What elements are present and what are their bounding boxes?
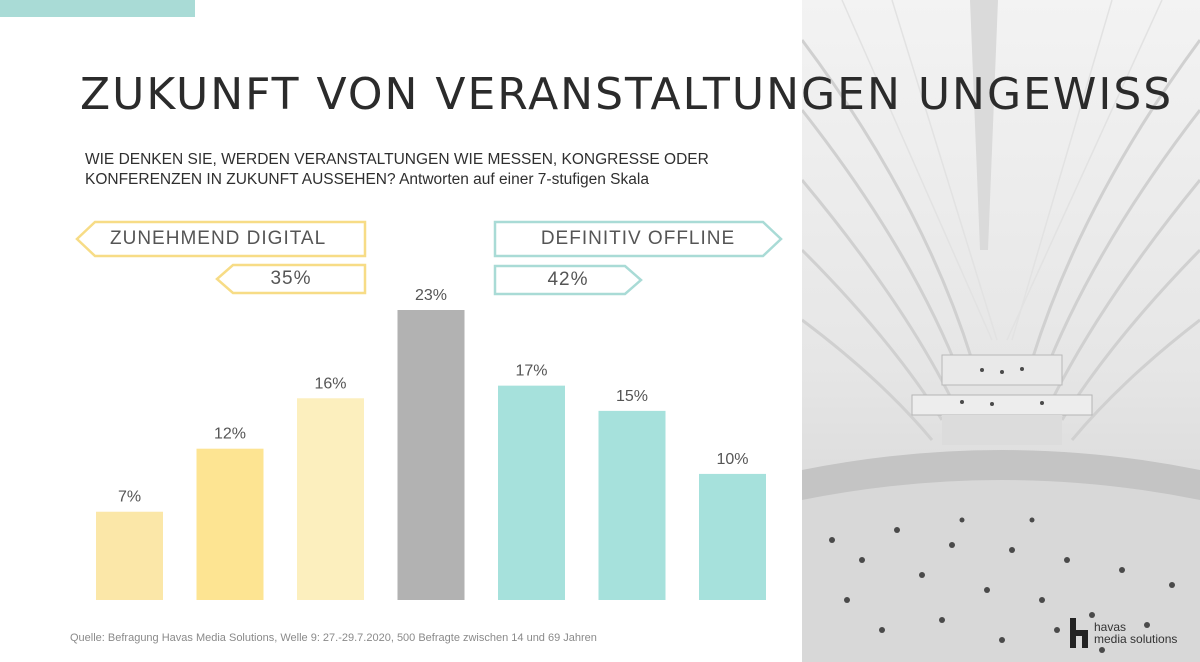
bar-7 <box>699 473 766 600</box>
bar-4 <box>397 310 465 600</box>
bar-label-1: 7% <box>118 489 141 506</box>
offline-total-text: 42% <box>547 269 589 290</box>
bar-3 <box>297 398 364 600</box>
logo-line-2: media solutions <box>1094 632 1178 646</box>
digital-label-text: ZUNEHMEND DIGITAL <box>110 228 327 249</box>
bar-chart: 7% 12% 16% 23% 17% 15% 10% <box>60 270 780 610</box>
offline-total-tag: 42% <box>493 264 643 296</box>
question-suffix: Antworten auf einer 7-stufigen Skala <box>399 171 649 188</box>
bar-5 <box>498 385 565 600</box>
bar-6 <box>598 410 666 600</box>
bar-label-5: 17% <box>515 363 547 380</box>
offline-label-text: DEFINITIV OFFLINE <box>540 228 736 249</box>
accent-bar <box>0 0 195 17</box>
right-arrow-tag-outline <box>493 220 783 258</box>
left-arrow-tag-outline <box>75 220 367 258</box>
digital-total-tag: 35% <box>215 263 367 295</box>
survey-question: WIE DENKEN SIE, WERDEN VERANSTALTUNGEN W… <box>85 150 785 190</box>
bar-2 <box>196 448 264 600</box>
photo-illustration <box>802 0 1200 662</box>
left-arrow-tag-outline <box>215 263 367 295</box>
bar-label-2: 12% <box>214 426 246 443</box>
logo-line-1: havas <box>1094 620 1127 634</box>
architecture-hall-photo <box>802 0 1200 662</box>
digital-total-text: 35% <box>270 268 312 289</box>
slide-title: ZUKUNFT VON VERANSTALTUNGEN UNGEWISS <box>80 69 1174 121</box>
bar-label-3: 16% <box>314 375 346 392</box>
right-arrow-tag-outline <box>493 264 643 296</box>
digital-label-tag: ZUNEHMEND DIGITAL <box>75 220 367 258</box>
havas-logo-icon <box>1070 618 1088 648</box>
bar-label-6: 15% <box>616 388 648 405</box>
source-note: Quelle: Befragung Havas Media Solutions,… <box>70 632 597 644</box>
question-text: WIE DENKEN SIE, WERDEN VERANSTALTUNGEN W… <box>85 151 709 188</box>
offline-label-tag: DEFINITIV OFFLINE <box>493 220 783 258</box>
havas-logo: havas media solutions <box>1070 618 1177 648</box>
bar-label-7: 10% <box>716 451 748 468</box>
bar-label-4: 23% <box>415 287 447 304</box>
bar-chart-svg: 7% 12% 16% 23% 17% 15% 10% <box>96 287 766 600</box>
bar-1 <box>96 511 163 600</box>
